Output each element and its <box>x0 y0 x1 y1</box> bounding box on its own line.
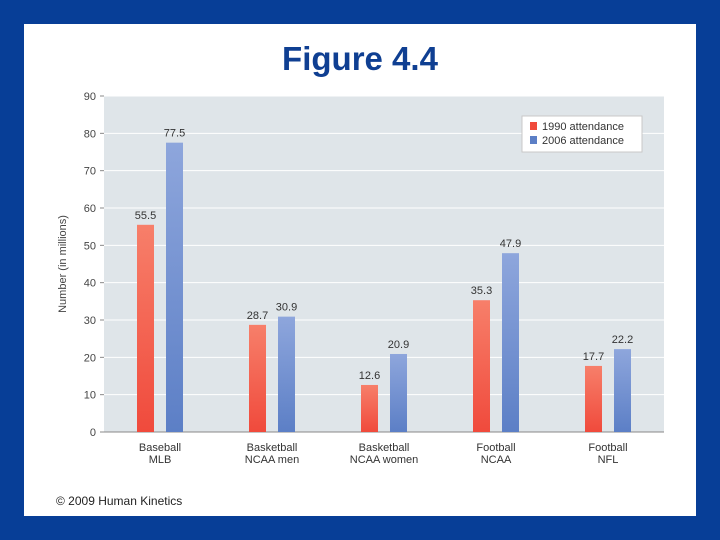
legend-box <box>521 115 643 153</box>
y-tick-label: 50 <box>84 240 96 252</box>
y-tick-label: 40 <box>84 278 96 290</box>
bar-2006 <box>502 253 519 432</box>
bar-chart: 0 10 20 30 40 50 60 70 80 90 Number (in millions) 5… <box>57 91 664 466</box>
data-label-1990: 55.5 <box>135 210 156 222</box>
y-tick-label: 60 <box>84 203 96 215</box>
data-label-2006: 30.9 <box>276 302 297 314</box>
y-tick-label: 80 <box>84 128 96 140</box>
legend-swatch-1990 <box>530 122 537 130</box>
bar-2006 <box>278 316 295 432</box>
y-tick-label: 10 <box>84 390 96 402</box>
legend-label-2006: 2006 attendance <box>542 135 624 147</box>
slide-title: Figure 4.4 <box>282 40 438 77</box>
x-category-label: NCAA <box>481 454 512 466</box>
y-axis-title: Number (in millions) <box>57 215 69 313</box>
x-category-label: NCAA men <box>245 454 299 466</box>
slide: Figure 4.4 0 10 20 30 40 50 60 70 80 90 Number (in… <box>24 24 696 516</box>
bar-2006 <box>166 142 183 432</box>
x-category-label: NCAA women <box>350 454 418 466</box>
bar-1990 <box>249 324 266 432</box>
data-label-2006: 77.5 <box>164 128 185 140</box>
x-category-label: MLB <box>149 454 172 466</box>
legend-swatch-2006 <box>530 136 537 144</box>
y-tick-label: 70 <box>84 166 96 178</box>
copyright-notice: © 2009 Human Kinetics <box>56 494 183 508</box>
data-label-1990: 17.7 <box>583 351 604 363</box>
x-category-label: NFL <box>598 454 619 466</box>
bar-1990 <box>137 224 154 432</box>
data-label-2006: 47.9 <box>500 238 521 250</box>
bar-1990 <box>473 300 490 432</box>
y-tick-label: 0 <box>90 427 96 439</box>
x-category-label: Basketball <box>359 442 410 454</box>
bar-1990 <box>585 365 602 432</box>
data-label-2006: 22.2 <box>612 334 633 346</box>
bar-2006 <box>614 349 631 432</box>
bar-2006 <box>390 353 407 432</box>
data-label-1990: 12.6 <box>359 370 380 382</box>
y-tick-label: 90 <box>84 91 96 103</box>
data-label-1990: 28.7 <box>247 310 268 322</box>
x-category-label: Baseball <box>139 442 181 454</box>
x-category-label: Football <box>476 442 515 454</box>
data-label-1990: 35.3 <box>471 285 492 297</box>
x-category-label: Football <box>588 442 627 454</box>
bar-1990 <box>361 384 378 432</box>
y-tick-label: 30 <box>84 315 96 327</box>
legend-label-1990: 1990 attendance <box>542 121 624 133</box>
data-label-2006: 20.9 <box>388 339 409 351</box>
x-category-label: Basketball <box>247 442 298 454</box>
y-tick-label: 20 <box>84 352 96 364</box>
